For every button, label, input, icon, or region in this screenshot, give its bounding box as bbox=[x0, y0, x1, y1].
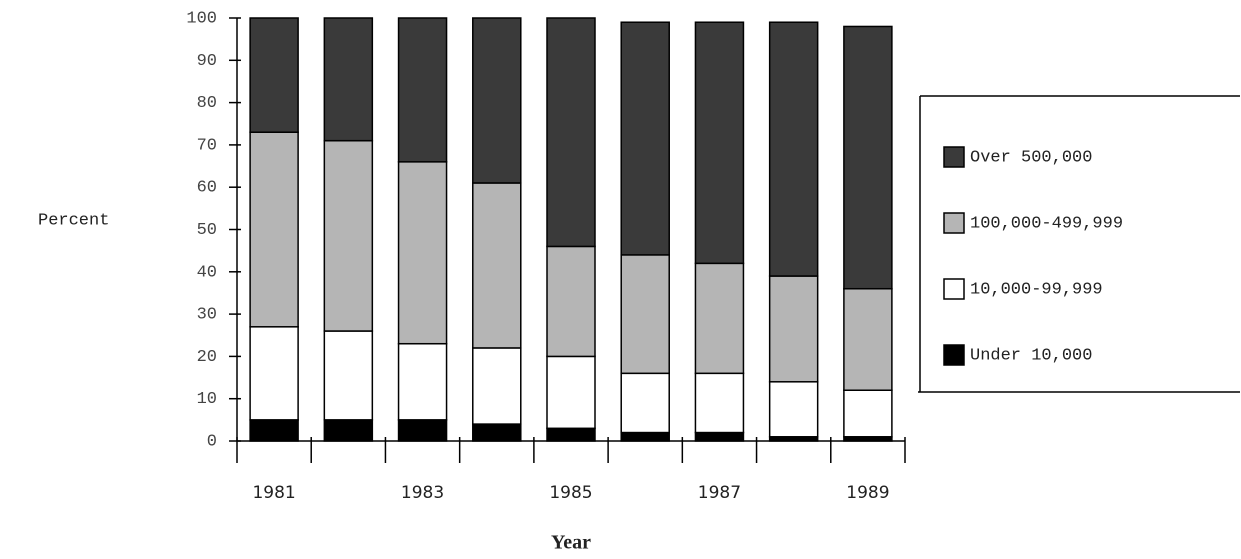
bar-segment bbox=[546, 427, 596, 442]
bar-segment bbox=[323, 330, 374, 421]
x-tick-label: 1981 bbox=[252, 483, 295, 503]
bar-segment bbox=[397, 161, 448, 345]
bar-segment bbox=[768, 275, 819, 383]
y-axis-title: Percent bbox=[38, 211, 109, 230]
x-tick-label: 1985 bbox=[549, 483, 592, 503]
legend-label: 10,000-99,999 bbox=[970, 280, 1103, 299]
legend-swatch bbox=[943, 344, 965, 366]
y-tick-label: 50 bbox=[197, 221, 217, 240]
legend-label: Over 500,000 bbox=[970, 148, 1092, 167]
bar-segment bbox=[843, 287, 893, 391]
bar-segment bbox=[620, 254, 670, 375]
x-tick-label: 1989 bbox=[846, 483, 889, 503]
legend-swatch bbox=[943, 212, 965, 234]
bar-segment bbox=[249, 419, 299, 442]
bar-segment bbox=[472, 17, 522, 184]
legend-label: 100,000-499,999 bbox=[970, 214, 1123, 233]
y-tick-label: 20 bbox=[197, 348, 217, 367]
y-tick-label: 60 bbox=[197, 179, 217, 198]
bar-segment bbox=[323, 17, 374, 142]
bar-segment bbox=[397, 342, 448, 421]
y-tick-label: 0 bbox=[207, 432, 217, 451]
legend-label: Under 10,000 bbox=[970, 346, 1092, 365]
bar-segment bbox=[472, 347, 522, 425]
y-tick-label: 90 bbox=[197, 52, 217, 71]
bar-segment bbox=[249, 17, 299, 133]
bar-segment bbox=[768, 21, 819, 277]
bar-segment bbox=[694, 21, 745, 265]
bar-segment bbox=[397, 17, 448, 163]
legend-swatch bbox=[943, 146, 965, 168]
y-tick-label: 80 bbox=[197, 94, 217, 113]
x-axis-title: Year bbox=[551, 532, 591, 554]
bar-segment bbox=[546, 355, 596, 430]
y-tick-label: 30 bbox=[197, 306, 217, 325]
bar-segment bbox=[546, 17, 596, 248]
bar-segment bbox=[249, 326, 299, 421]
bar-segment bbox=[620, 431, 670, 442]
bar-segment bbox=[620, 372, 670, 434]
bar-segment bbox=[323, 419, 374, 442]
x-tick-label: 1983 bbox=[401, 483, 444, 503]
bar-segment bbox=[249, 131, 299, 328]
legend bbox=[918, 95, 1240, 393]
bar-segment bbox=[843, 389, 893, 438]
y-tick-label: 40 bbox=[197, 263, 217, 282]
bar-segment bbox=[323, 139, 374, 332]
y-tick-label: 10 bbox=[197, 390, 217, 409]
bar-segment bbox=[694, 262, 745, 375]
y-tick-label: 100 bbox=[186, 9, 217, 28]
legend-swatch bbox=[943, 278, 965, 300]
bar-segment bbox=[843, 25, 893, 290]
bar-segment bbox=[694, 372, 745, 434]
bar-segment bbox=[768, 381, 819, 438]
bar-segment bbox=[472, 182, 522, 349]
bar-segment bbox=[472, 423, 522, 442]
y-tick-label: 70 bbox=[197, 136, 217, 155]
bar-segment bbox=[397, 419, 448, 442]
bar-segment bbox=[546, 245, 596, 358]
bar-segment bbox=[620, 21, 670, 256]
bar-segment bbox=[694, 431, 745, 442]
x-tick-label: 1987 bbox=[698, 483, 741, 503]
